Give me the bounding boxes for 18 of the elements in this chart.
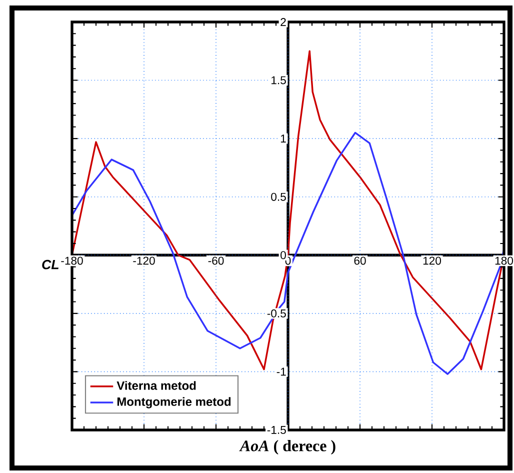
- legend-label: Viterna metod: [116, 381, 196, 390]
- legend-label: Montgomerie metod: [117, 397, 231, 408]
- y-axis-title: CL: [42, 260, 59, 270]
- y-tick-label: 0: [280, 251, 286, 260]
- x-tick-label: 180: [495, 256, 513, 265]
- y-tick-label: 2: [280, 18, 286, 26]
- x-tick-label: -60: [208, 256, 224, 265]
- y-tick-label: -1.5: [267, 426, 286, 434]
- x-tick-label: 120: [423, 256, 441, 265]
- y-tick-label: -0.5: [267, 309, 286, 318]
- x-axis-title: AoA ( derece ): [239, 440, 336, 455]
- x-tick-label: -180: [61, 256, 83, 265]
- x-tick-label: -120: [133, 256, 155, 265]
- x-tick-label: 60: [354, 256, 366, 265]
- y-tick-label: 1: [280, 134, 286, 142]
- y-tick-label: -1: [276, 368, 286, 376]
- y-tick-label: 0.5: [271, 192, 286, 201]
- y-tick-label: 1.5: [272, 76, 286, 84]
